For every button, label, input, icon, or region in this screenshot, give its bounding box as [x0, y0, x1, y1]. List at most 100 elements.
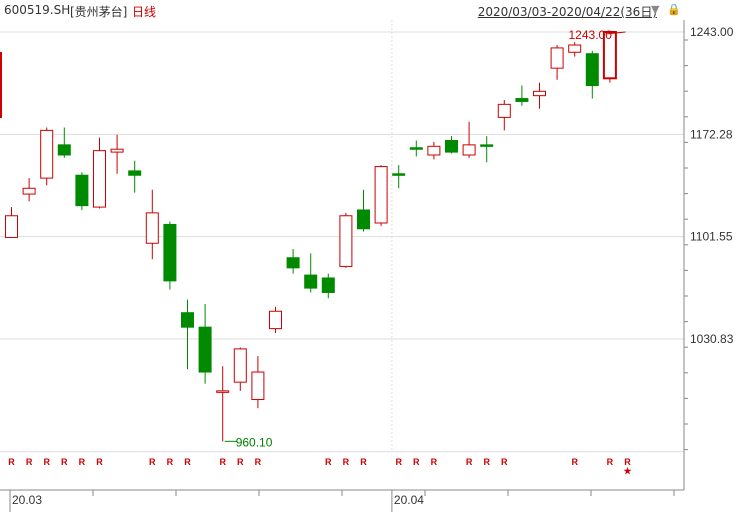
y-axis-labels: 1243.00 1172.28 1101.55 1030.83	[690, 25, 734, 346]
candle	[550, 45, 564, 80]
r-marker: R	[26, 457, 33, 467]
candle-body	[585, 53, 599, 87]
x-axis-labels: 20.03 20.04	[9, 490, 424, 512]
candle-body	[93, 150, 106, 208]
lock-icon[interactable]: 🔒	[667, 3, 681, 16]
candle	[251, 356, 265, 409]
r-markers: R R R R R R R R R R R R R R R R R R R R R R R R★	[8, 457, 632, 476]
annotations: 1243.00 960.10	[0, 28, 626, 449]
candle-body	[550, 47, 564, 69]
candle-body	[5, 215, 18, 238]
r-marker: R	[360, 457, 367, 467]
candle-body	[145, 212, 159, 244]
candle-body	[251, 371, 265, 401]
date-range-label[interactable]: 2020/03/03-2020/04/22(36日)	[477, 5, 657, 19]
candle	[374, 165, 388, 226]
candle	[533, 82, 546, 109]
candle	[22, 178, 36, 202]
candle	[568, 42, 582, 57]
candle-body	[216, 390, 230, 393]
candle	[216, 366, 230, 442]
r-marker: R	[149, 457, 156, 467]
r-marker: R	[43, 457, 50, 467]
y-tick-label: 1172.28	[690, 127, 733, 141]
candle-body	[233, 348, 247, 383]
candle-body	[427, 145, 441, 156]
left-edge-marker	[0, 52, 2, 118]
r-marker: R	[79, 457, 86, 467]
r-marker: R	[8, 457, 15, 467]
y-tick-label: 1243.00	[690, 25, 734, 39]
stock-code: 600519.SH	[4, 3, 71, 17]
candle-body	[57, 144, 71, 156]
star-marker: ★	[623, 466, 632, 476]
candle	[304, 253, 318, 293]
r-marker: R	[61, 457, 68, 467]
candle	[233, 347, 247, 391]
r-marker: R	[184, 457, 191, 467]
r-marker: R	[413, 457, 420, 467]
candle-body	[497, 103, 511, 118]
candle-body	[163, 223, 177, 282]
candle	[427, 141, 441, 160]
candle-body	[462, 144, 476, 156]
candle-body	[22, 187, 36, 195]
candle-body	[533, 90, 546, 97]
candle-body	[128, 170, 142, 176]
candle	[75, 172, 89, 210]
low-label: 960.10	[236, 435, 273, 449]
candle	[128, 160, 142, 193]
candle	[110, 134, 124, 174]
candle	[321, 273, 335, 299]
candle-body	[409, 147, 423, 150]
candle	[339, 212, 353, 268]
high-label: 1243.00	[569, 28, 613, 42]
r-marker: R	[607, 457, 614, 467]
candle	[445, 136, 458, 154]
candle	[515, 85, 529, 106]
candle-body	[602, 31, 617, 80]
r-marker: R	[624, 457, 631, 467]
candle-body	[339, 215, 353, 267]
candle-body	[40, 129, 54, 179]
candle	[480, 136, 494, 163]
candle	[462, 121, 476, 158]
r-marker: R	[219, 457, 226, 467]
candle	[93, 137, 106, 209]
candle	[181, 299, 194, 370]
candle-body	[392, 173, 406, 176]
r-marker: R	[501, 457, 508, 467]
candle	[585, 50, 599, 99]
candle	[357, 189, 370, 232]
candle-body	[515, 98, 529, 102]
y-tick-label: 1030.83	[690, 332, 734, 346]
r-marker: R	[325, 457, 332, 467]
dropdown-triangle-icon[interactable]: ▼	[651, 3, 660, 16]
period-label[interactable]: 日线	[132, 5, 157, 19]
r-marker: R	[395, 457, 402, 467]
candle-body	[286, 257, 300, 269]
candle	[57, 127, 71, 158]
r-marker: R	[483, 457, 490, 467]
candle-body	[445, 140, 458, 153]
candle-body	[480, 144, 494, 147]
candle-body	[181, 312, 194, 328]
candle-body	[75, 174, 89, 207]
chart-header: 600519.SH [贵州茅台] 日线 2020/03/03-2020/04/2…	[0, 0, 747, 20]
r-marker: R	[255, 457, 262, 467]
candle-body	[568, 44, 582, 53]
candle	[198, 304, 212, 384]
candle	[5, 207, 18, 238]
candle-body	[374, 166, 388, 224]
r-marker: R	[571, 457, 578, 467]
candle	[409, 140, 423, 157]
r-marker: R	[343, 457, 350, 467]
r-marker: R	[167, 457, 174, 467]
candle-body	[110, 148, 124, 153]
candle-body	[357, 209, 370, 230]
candle-body	[269, 310, 282, 330]
candle	[145, 189, 159, 260]
r-marker: R	[431, 457, 438, 467]
stock-name: [贵州茅台]	[70, 5, 128, 19]
